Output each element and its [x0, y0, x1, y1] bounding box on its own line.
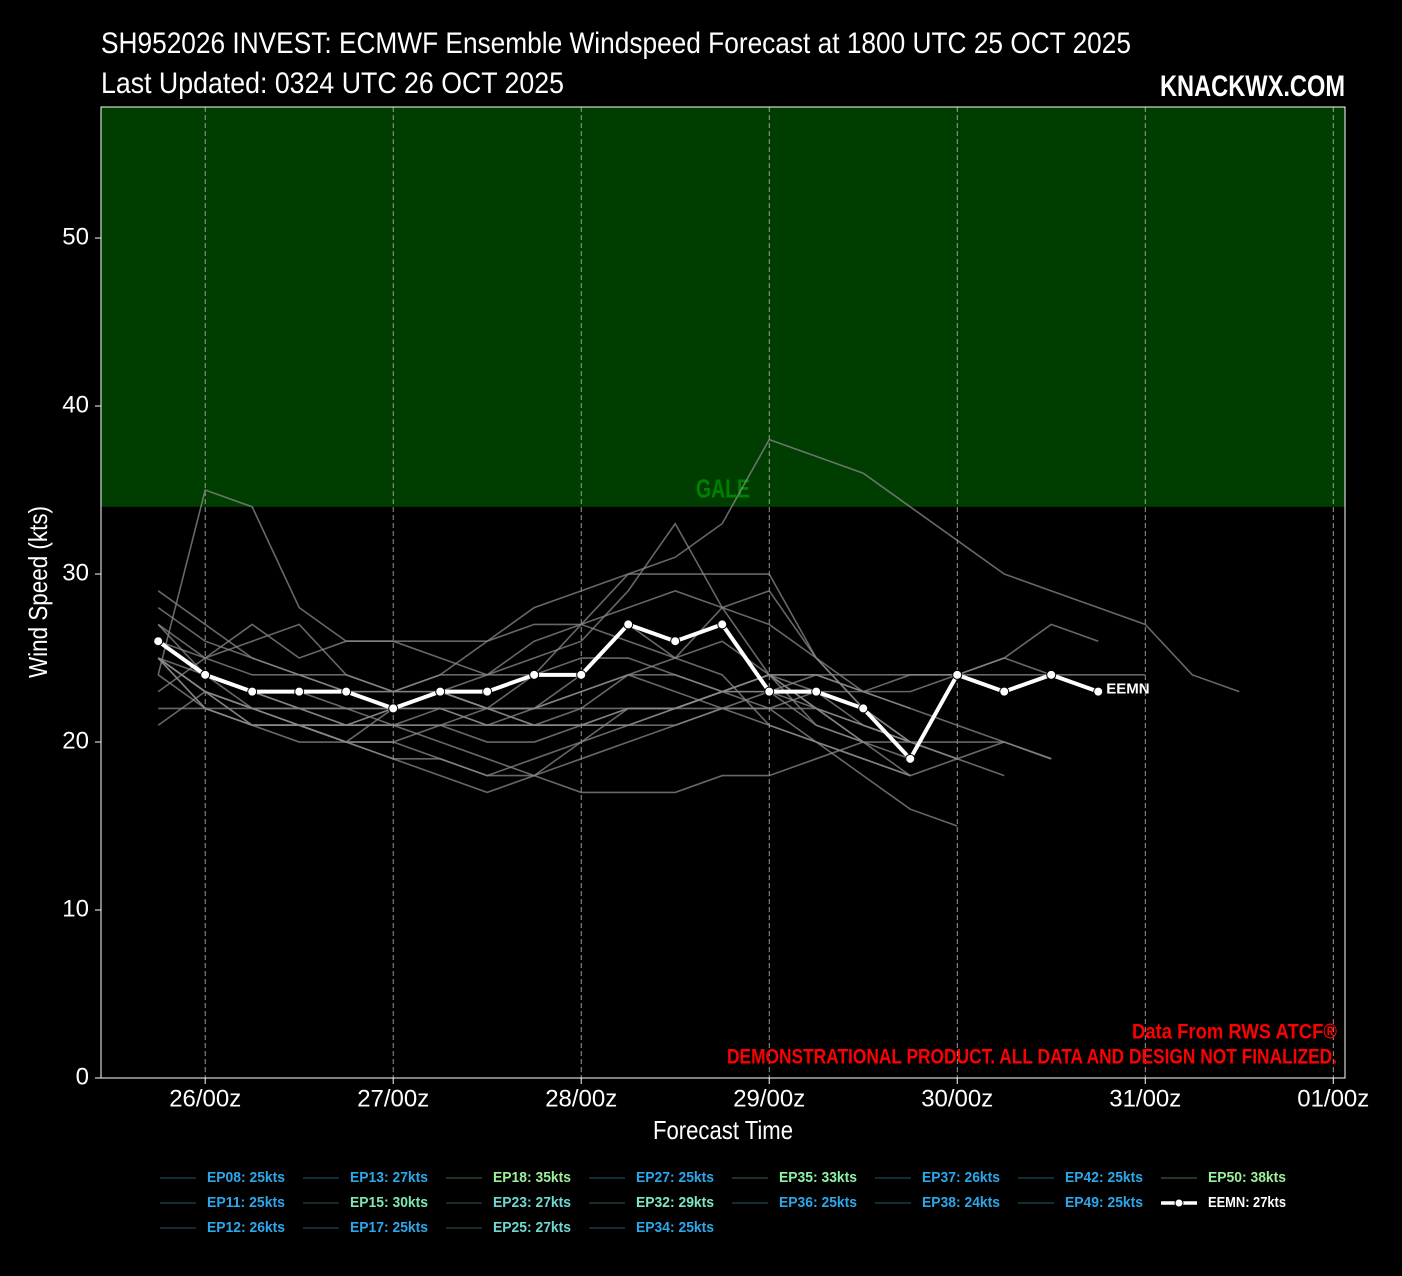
mean-marker	[153, 636, 164, 647]
x-tick-label: 31/00z	[1109, 1085, 1181, 1112]
member-line	[157, 623, 958, 827]
mean-marker	[623, 619, 634, 630]
mean-marker	[811, 686, 822, 697]
source-note: Data From RWS ATCF®	[1132, 1021, 1337, 1044]
legend-label: EP36: 25kts	[779, 1194, 857, 1211]
legend-label: EP23: 27kts	[493, 1194, 571, 1211]
legend-label: EP37: 26kts	[922, 1169, 1000, 1186]
mean-marker	[905, 753, 916, 764]
chart-subtitle: Last Updated: 0324 UTC 26 OCT 2025	[101, 67, 564, 100]
gale-band	[101, 107, 1345, 507]
member-line	[157, 640, 1052, 710]
x-tick-label: 01/00z	[1297, 1085, 1369, 1112]
legend-label: EP34: 25kts	[636, 1219, 714, 1236]
watermark: KNACKWX.COM	[1160, 70, 1345, 103]
member-line	[157, 657, 864, 794]
y-tick-label: 0	[76, 1063, 89, 1090]
legend-label: EP42: 25kts	[1065, 1169, 1143, 1186]
member-line	[157, 657, 1146, 727]
legend-label: EP08: 25kts	[207, 1169, 285, 1186]
chart-title: SH952026 INVEST: ECMWF Ensemble Windspee…	[101, 27, 1131, 60]
legend-label: EP13: 27kts	[350, 1169, 428, 1186]
mean-marker	[294, 686, 305, 697]
legend-label: EP49: 25kts	[1065, 1194, 1143, 1211]
legend-label: EP32: 29kts	[636, 1194, 714, 1211]
legend-label: EP27: 25kts	[636, 1169, 714, 1186]
x-axis-label: Forecast Time	[653, 1115, 793, 1145]
y-tick-label: 10	[62, 895, 89, 922]
mean-marker	[1046, 669, 1057, 680]
member-line	[157, 623, 1099, 777]
legend-label: EP25: 27kts	[493, 1219, 571, 1236]
mean-marker	[858, 703, 869, 714]
legend-marker	[1174, 1198, 1184, 1208]
mean-marker	[341, 686, 352, 697]
legend-label: EP15: 30kts	[350, 1194, 428, 1211]
y-tick-label: 20	[62, 727, 89, 754]
plot-area: GALE	[95, 106, 1346, 1084]
mean-marker	[247, 686, 258, 697]
disclaimer-note: DEMONSTRATIONAL PRODUCT. ALL DATA AND DE…	[727, 1046, 1337, 1069]
mean-marker	[200, 669, 211, 680]
mean-marker	[529, 669, 540, 680]
x-tick-label: 29/00z	[733, 1085, 805, 1112]
y-axis-label: Wind Speed (kts)	[23, 506, 53, 678]
legend-label: EP18: 35kts	[493, 1169, 571, 1186]
mean-marker	[482, 686, 493, 697]
legend-label: EP35: 33kts	[779, 1169, 857, 1186]
mean-marker	[388, 703, 399, 714]
mean-marker	[1093, 686, 1104, 697]
legend-label: EP17: 25kts	[350, 1219, 428, 1236]
member-line	[157, 438, 1240, 693]
mean-marker	[999, 686, 1010, 697]
end-label: EEMN	[1106, 681, 1149, 698]
mean-marker	[717, 619, 728, 630]
x-tick-label: 27/00z	[357, 1085, 429, 1112]
legend-label: EP12: 26kts	[207, 1219, 285, 1236]
x-tick-label: 30/00z	[921, 1085, 993, 1112]
legend-label: EP11: 25kts	[207, 1194, 285, 1211]
legend-label: EP38: 24kts	[922, 1194, 1000, 1211]
mean-marker	[764, 686, 775, 697]
mean-marker	[576, 669, 587, 680]
plot-frame	[100, 106, 1346, 1079]
y-tick-label: 40	[62, 391, 89, 418]
x-tick-label: 26/00z	[169, 1085, 241, 1112]
y-tick-label: 50	[62, 223, 89, 250]
member-line	[157, 674, 1052, 760]
y-tick-label: 30	[62, 559, 89, 586]
legend-label: EP50: 38kts	[1208, 1169, 1286, 1186]
mean-marker	[435, 686, 446, 697]
legend-label: EEMN: 27kts	[1208, 1194, 1286, 1211]
x-tick-label: 28/00z	[545, 1085, 617, 1112]
mean-marker	[952, 669, 963, 680]
mean-marker	[670, 636, 681, 647]
